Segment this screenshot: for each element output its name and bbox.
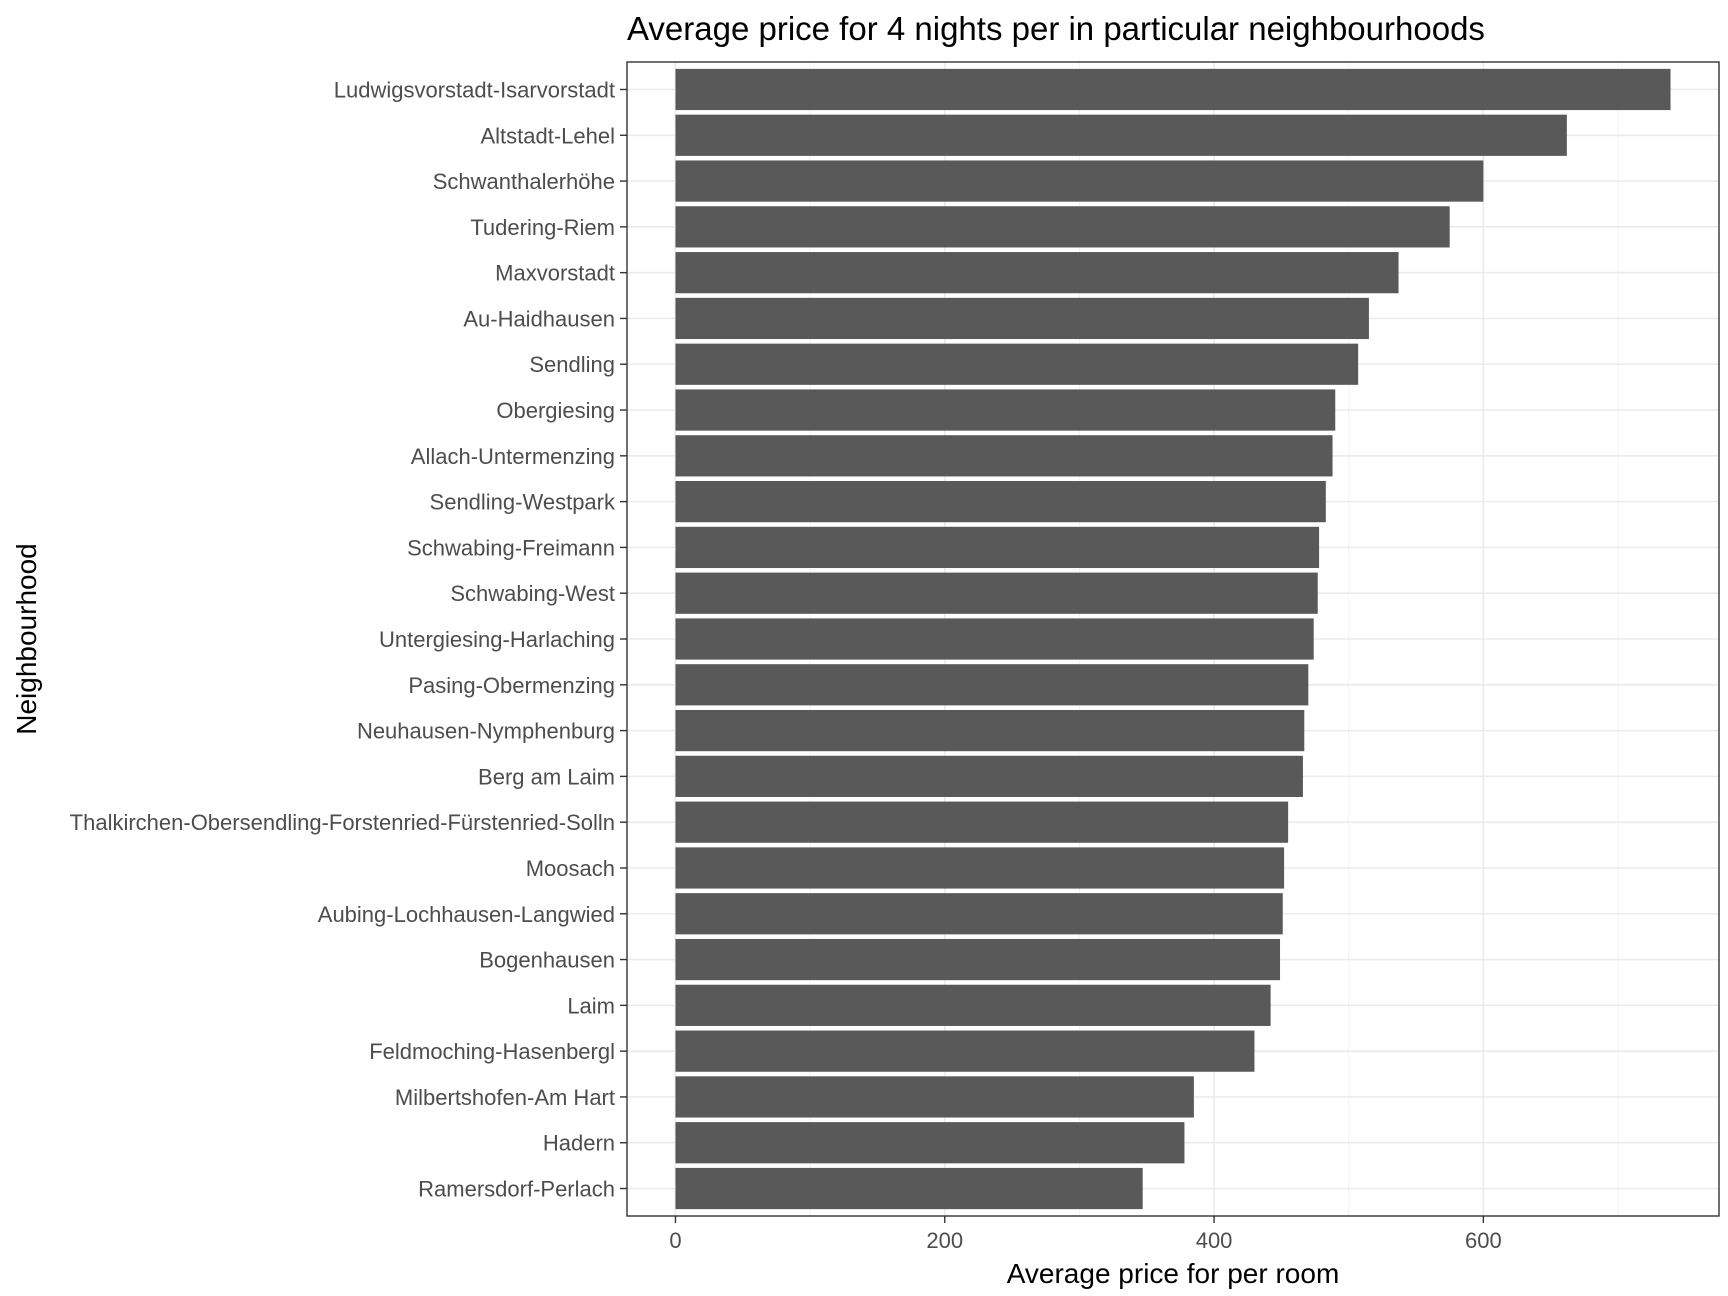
y-tick-label: Berg am Laim xyxy=(478,764,615,789)
y-tick-label: Tudering-Riem xyxy=(470,215,615,240)
bar xyxy=(675,206,1450,248)
bar xyxy=(675,481,1326,523)
y-tick-label: Laim xyxy=(567,993,615,1018)
bar xyxy=(675,389,1336,431)
y-tick-label: Untergiesing-Harlaching xyxy=(379,627,615,652)
y-tick-label: Allach-Untermenzing xyxy=(411,444,615,469)
bar xyxy=(675,801,1289,843)
bar xyxy=(675,618,1314,660)
bar xyxy=(675,435,1333,477)
x-tick-label: 600 xyxy=(1465,1228,1502,1253)
y-tick-label: Maxvorstadt xyxy=(495,261,615,286)
x-tick-label: 200 xyxy=(926,1228,963,1253)
y-tick-label: Aubing-Lochhausen-Langwied xyxy=(318,902,615,927)
bar xyxy=(675,1167,1143,1210)
bar xyxy=(675,160,1484,202)
bar xyxy=(675,893,1283,935)
y-tick-label: Hadern xyxy=(543,1131,615,1156)
y-tick-label: Au-Haidhausen xyxy=(463,306,615,331)
y-tick-label: Altstadt-Lehel xyxy=(480,123,615,148)
y-tick-label: Sendling-Westpark xyxy=(430,490,616,515)
x-axis-ticks: 0 200 400 600 xyxy=(669,1216,1502,1253)
y-tick-label: Bogenhausen xyxy=(479,948,615,973)
x-tick-label: 400 xyxy=(1196,1228,1233,1253)
bar xyxy=(675,1076,1194,1118)
bar xyxy=(675,938,1281,981)
y-tick-label: Schwanthalerhöhe xyxy=(433,169,615,194)
bar xyxy=(675,297,1369,340)
bar xyxy=(675,709,1305,752)
y-tick-label: Sendling xyxy=(529,352,615,377)
bar xyxy=(675,343,1359,385)
bar xyxy=(675,755,1303,797)
y-tick-label: Thalkirchen-Obersendling-Forstenried-Für… xyxy=(70,810,615,835)
y-axis-title: Neighbourhood xyxy=(11,543,42,735)
y-tick-label: Schwabing-West xyxy=(450,581,615,606)
y-tick-label: Schwabing-Freimann xyxy=(407,535,615,560)
bar xyxy=(675,252,1399,294)
bars xyxy=(675,68,1671,1210)
x-axis-title: Average price for per room xyxy=(1007,1258,1340,1289)
y-tick-label: Milbertshofen-Am Hart xyxy=(395,1085,615,1110)
bar xyxy=(675,664,1309,706)
x-tick-label: 0 xyxy=(669,1228,681,1253)
y-tick-label: Ramersdorf-Perlach xyxy=(418,1177,615,1202)
y-tick-label: Neuhausen-Nymphenburg xyxy=(357,719,615,744)
y-tick-label: Ludwigsvorstadt-Isarvorstadt xyxy=(334,77,615,102)
y-tick-label: Pasing-Obermenzing xyxy=(408,673,615,698)
bar xyxy=(675,847,1285,889)
y-tick-label: Obergiesing xyxy=(496,398,615,423)
bar xyxy=(675,526,1320,569)
bar xyxy=(675,984,1271,1026)
panel-border xyxy=(626,61,1720,1217)
chart-title: Average price for 4 nights per in partic… xyxy=(627,10,1485,47)
bar xyxy=(675,114,1567,156)
bar xyxy=(675,68,1671,111)
y-tick-label: Feldmoching-Hasenbergl xyxy=(369,1039,615,1064)
bar xyxy=(675,1030,1255,1072)
bar xyxy=(675,572,1318,614)
bar xyxy=(675,1122,1185,1164)
y-axis-ticks: Ludwigsvorstadt-Isarvorstadt Altstadt-Leh… xyxy=(70,77,627,1202)
y-tick-label: Moosach xyxy=(526,856,615,881)
